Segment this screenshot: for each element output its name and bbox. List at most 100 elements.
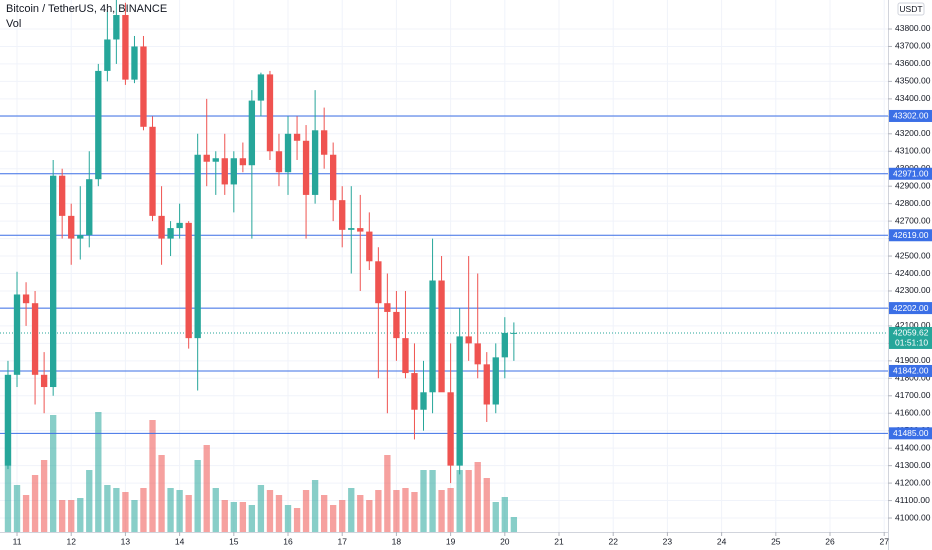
- volume-bar: [492, 502, 499, 532]
- line-label-box: [889, 167, 932, 180]
- y-tick-label: 43700.00: [895, 41, 931, 51]
- line-label-box: [889, 229, 932, 242]
- candle-body: [86, 179, 93, 236]
- volume-bar: [104, 485, 111, 532]
- volume-bar: [420, 470, 427, 532]
- volume-bar: [230, 502, 237, 532]
- y-tick-label: 41000.00: [895, 512, 931, 522]
- volume-bar: [329, 505, 337, 532]
- volume-bar: [311, 480, 319, 532]
- x-tick-label: 24: [717, 536, 727, 546]
- currency-box[interactable]: [897, 2, 925, 16]
- candle-body: [375, 261, 382, 304]
- y-tick-label: 42100.00: [895, 320, 931, 330]
- candle-body: [31, 303, 39, 375]
- x-tick-label: 22: [608, 536, 618, 546]
- candle-body: [339, 200, 346, 230]
- candle-body: [447, 392, 454, 466]
- x-tick-label: 15: [229, 536, 239, 546]
- candle-body: [411, 373, 418, 410]
- volume-bar: [31, 475, 39, 532]
- x-tick-label: 16: [283, 536, 293, 546]
- volume-bar: [248, 505, 256, 532]
- candle-body: [429, 280, 436, 393]
- volume-bar: [113, 488, 120, 532]
- candle-body: [40, 374, 48, 388]
- candle-body: [420, 392, 427, 410]
- y-tick-label: 42900.00: [895, 180, 931, 190]
- volume-legend: Vol: [6, 18, 21, 30]
- candle-body: [302, 140, 310, 195]
- candle-body: [113, 15, 120, 40]
- x-tick-label: 14: [175, 536, 185, 546]
- y-tick-label: 43500.00: [895, 76, 931, 86]
- countdown: 01:51:10: [895, 338, 928, 348]
- candle-body: [248, 100, 256, 166]
- volume-bar: [465, 470, 472, 532]
- y-tick-label: 42700.00: [895, 215, 931, 225]
- volume-bar: [348, 488, 355, 532]
- y-tick-label: 42800.00: [895, 198, 931, 208]
- candle-body: [456, 336, 463, 466]
- line-label-box: [889, 109, 932, 122]
- candle-body: [474, 343, 481, 365]
- x-tick-label: 27: [879, 536, 889, 546]
- line-label: 42971.00: [893, 169, 929, 179]
- candle-body: [50, 175, 57, 388]
- volume-bar: [320, 495, 328, 532]
- x-tick-label: 12: [66, 536, 76, 546]
- candle-body: [203, 154, 210, 162]
- candle-body: [158, 215, 165, 239]
- candle-body: [266, 74, 274, 152]
- volume-bar: [501, 497, 508, 532]
- candle-body: [366, 231, 373, 262]
- volume-bar: [95, 412, 102, 532]
- volume-bar: [411, 492, 418, 532]
- volume-bar: [266, 490, 274, 532]
- candle-body: [22, 294, 30, 304]
- candle-body: [510, 332, 518, 334]
- candle-body: [483, 364, 490, 405]
- volume-bar: [140, 488, 147, 532]
- candle-body: [465, 336, 472, 344]
- last-price-label: 42059.62: [893, 328, 929, 338]
- volume-bar: [158, 455, 165, 532]
- volume-bar: [212, 488, 219, 532]
- volume-bar: [393, 490, 400, 532]
- y-tick-label: 41400.00: [895, 442, 931, 452]
- line-label-box: [889, 302, 932, 315]
- volume-bar: [86, 470, 93, 532]
- candle-body: [194, 154, 201, 339]
- volume-bar: [275, 495, 283, 532]
- volume-bar: [68, 500, 75, 532]
- volume-bar: [22, 495, 30, 532]
- volume-pane: [4, 400, 518, 532]
- x-tick-label: 20: [500, 536, 510, 546]
- x-tick-label: 23: [663, 536, 673, 546]
- y-tick-label: 42500.00: [895, 250, 931, 260]
- line-label: 41485.00: [893, 428, 929, 438]
- candle-body: [284, 133, 292, 173]
- volume-bar: [357, 495, 364, 532]
- volume-bar: [375, 490, 382, 532]
- candle-body: [58, 175, 66, 216]
- candle-body: [68, 215, 75, 239]
- last-price-box: [889, 326, 932, 349]
- volume-bar: [185, 495, 192, 532]
- line-label: 42619.00: [893, 230, 929, 240]
- axes: 41000.00 41100.00 41200.00 41300.00 41400.00…: [13, 23, 932, 546]
- candle-body: [275, 151, 283, 173]
- volume-bar: [239, 502, 247, 532]
- x-tick-label: 13: [121, 536, 131, 546]
- currency[interactable]: USDT: [899, 4, 922, 14]
- volume-bar: [194, 460, 201, 532]
- line-label: 43302.00: [893, 111, 929, 121]
- y-tick-label: 41700.00: [895, 390, 931, 400]
- candle-body: [104, 39, 111, 71]
- x-tick-label: 18: [392, 536, 402, 546]
- candle-body: [185, 222, 192, 339]
- x-tick-label: 25: [771, 536, 781, 546]
- candle-body: [4, 374, 12, 466]
- volume-bar: [293, 508, 301, 532]
